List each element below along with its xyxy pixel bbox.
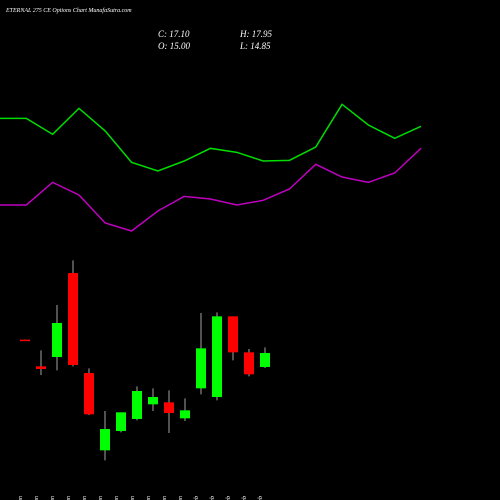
- x-tick-label: 27 Jan: [114, 496, 120, 500]
- x-tick-label: 31 Jan: [178, 496, 184, 500]
- x-tick-label: 06 Feb: [242, 496, 248, 500]
- indicator-line: [0, 147, 422, 232]
- candle-body: [52, 323, 62, 357]
- x-tick-label: 05 Feb: [226, 496, 232, 500]
- high-label: H: 17.95: [239, 29, 272, 39]
- low-label: L: 14.85: [239, 41, 271, 51]
- candle-body: [132, 391, 142, 419]
- x-tick-label: 30 Jan: [162, 496, 168, 500]
- candle-body: [212, 316, 222, 397]
- x-tick-label: 07 Feb: [258, 496, 264, 500]
- x-tick-label: 22 Jan: [66, 496, 72, 500]
- chart-title: ETERNAL 275 CE Options Chart MunafaSutra…: [5, 7, 132, 14]
- candle-body: [68, 273, 78, 365]
- x-tick-label: 03 Feb: [194, 496, 200, 500]
- candle-body: [20, 339, 30, 342]
- indicator-line: [0, 103, 422, 172]
- close-label: C: 17.10: [158, 29, 190, 39]
- x-tick-label: 23 Jan: [82, 496, 88, 500]
- candle-body: [148, 397, 158, 405]
- candle-body: [196, 348, 206, 389]
- x-tick-label: 04 Feb: [209, 496, 216, 500]
- candle-body: [100, 429, 110, 451]
- candle-body: [36, 366, 46, 369]
- candle-body: [228, 316, 238, 353]
- x-tick-label: 20 Jan: [34, 496, 40, 500]
- x-tick-label: 29 Jan: [146, 496, 152, 500]
- x-tick-label: 21 Jan: [50, 496, 56, 500]
- x-tick-label: 17 Jan: [18, 496, 24, 500]
- candle-body: [164, 402, 174, 413]
- candle-body: [260, 353, 270, 367]
- x-tick-label: 28 Jan: [130, 496, 136, 500]
- x-tick-label: 24 Jan: [97, 496, 104, 500]
- candle-body: [244, 352, 254, 375]
- open-label: O: 15.00: [158, 41, 190, 51]
- candle-body: [180, 410, 190, 419]
- candle-body: [84, 373, 94, 415]
- candle-body: [116, 412, 126, 431]
